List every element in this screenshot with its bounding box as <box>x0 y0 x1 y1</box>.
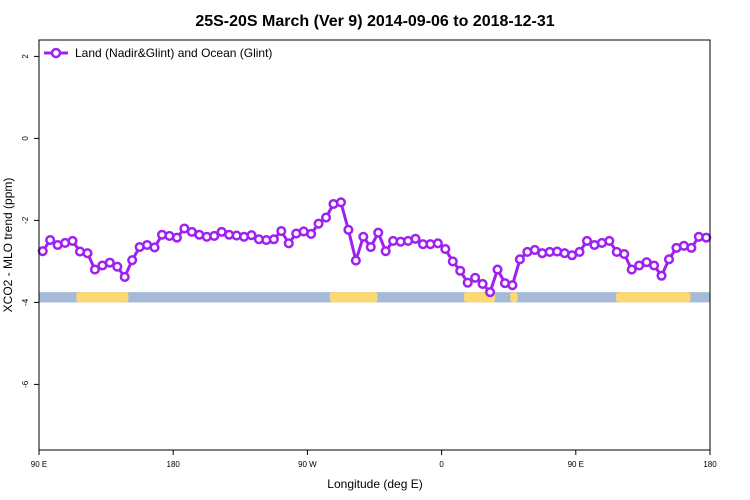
data-point <box>462 277 473 288</box>
data-point <box>507 280 518 291</box>
y-axis-label: XCO2 - MLO trend (ppm) <box>1 178 15 313</box>
data-point <box>447 256 458 267</box>
data-point <box>67 235 78 246</box>
data-point <box>104 257 115 268</box>
data-point <box>209 230 220 242</box>
data-point <box>313 218 324 229</box>
data-series <box>37 197 712 298</box>
data-point <box>604 235 615 246</box>
data-point <box>171 232 182 243</box>
data-point <box>45 235 56 246</box>
data-point <box>283 238 294 249</box>
y-axis: 2 0 -2 -4 -6 <box>21 54 39 388</box>
data-point <box>127 255 138 266</box>
data-point <box>343 224 354 235</box>
land-segment-3 <box>510 292 518 303</box>
data-point <box>663 254 675 265</box>
data-point <box>82 248 93 259</box>
x-tick-label: 180 <box>167 460 181 469</box>
land-segment-1 <box>329 292 378 303</box>
x-tick-label: 90 E <box>31 460 47 469</box>
data-point <box>492 264 503 275</box>
data-point <box>276 226 287 237</box>
y-tick-label: -2 <box>21 216 30 224</box>
data-point <box>119 271 130 283</box>
legend-marker <box>50 47 62 59</box>
land-segment-4 <box>616 292 691 303</box>
y-tick-label: 2 <box>21 54 30 59</box>
data-point <box>455 265 466 276</box>
data-point <box>306 228 317 239</box>
x-tick-label: 0 <box>439 460 444 469</box>
data-point <box>656 270 667 281</box>
data-point <box>335 197 347 208</box>
data-point <box>365 242 376 253</box>
data-point <box>358 231 369 242</box>
legend-label: Land (Nadir&Glint) and Ocean (Glint) <box>75 46 272 60</box>
data-point <box>440 244 451 255</box>
y-tick-label: -6 <box>21 380 30 388</box>
y-tick-label: -4 <box>21 298 30 306</box>
data-point <box>701 232 712 243</box>
data-point <box>373 227 384 238</box>
data-point <box>89 264 100 275</box>
data-point <box>581 235 593 246</box>
data-point <box>112 261 123 272</box>
data-point <box>410 233 421 244</box>
data-point <box>686 242 697 253</box>
data-point <box>470 272 481 283</box>
data-point <box>649 260 660 271</box>
data-point <box>149 242 160 253</box>
land-segment-0 <box>76 292 129 303</box>
data-point <box>320 212 332 223</box>
y-tick-label: 0 <box>21 136 30 141</box>
data-point <box>350 255 361 266</box>
data-point <box>574 246 585 258</box>
data-point <box>626 264 637 275</box>
data-point <box>37 246 48 257</box>
data-point <box>477 278 488 290</box>
chart-title: 25S-20S March (Ver 9) 2014-09-06 to 2018… <box>195 13 554 30</box>
data-point <box>619 248 630 260</box>
legend: Land (Nadir&Glint) and Ocean (Glint) <box>44 46 272 60</box>
x-axis-label: Longitude (deg E) <box>327 477 422 491</box>
data-point <box>514 254 525 265</box>
data-point <box>485 287 496 298</box>
x-tick-label: 90 W <box>298 460 317 469</box>
data-point <box>268 234 279 245</box>
plot-frame <box>38 39 711 451</box>
data-point <box>246 230 257 241</box>
data-point <box>380 246 391 257</box>
x-tick-label: 180 <box>703 460 717 469</box>
x-tick-label: 90 E <box>568 460 584 469</box>
data-point <box>432 238 443 249</box>
x-axis: 90 E 180 90 W 0 90 E 180 <box>31 450 717 469</box>
land-ocean-band <box>39 292 710 303</box>
